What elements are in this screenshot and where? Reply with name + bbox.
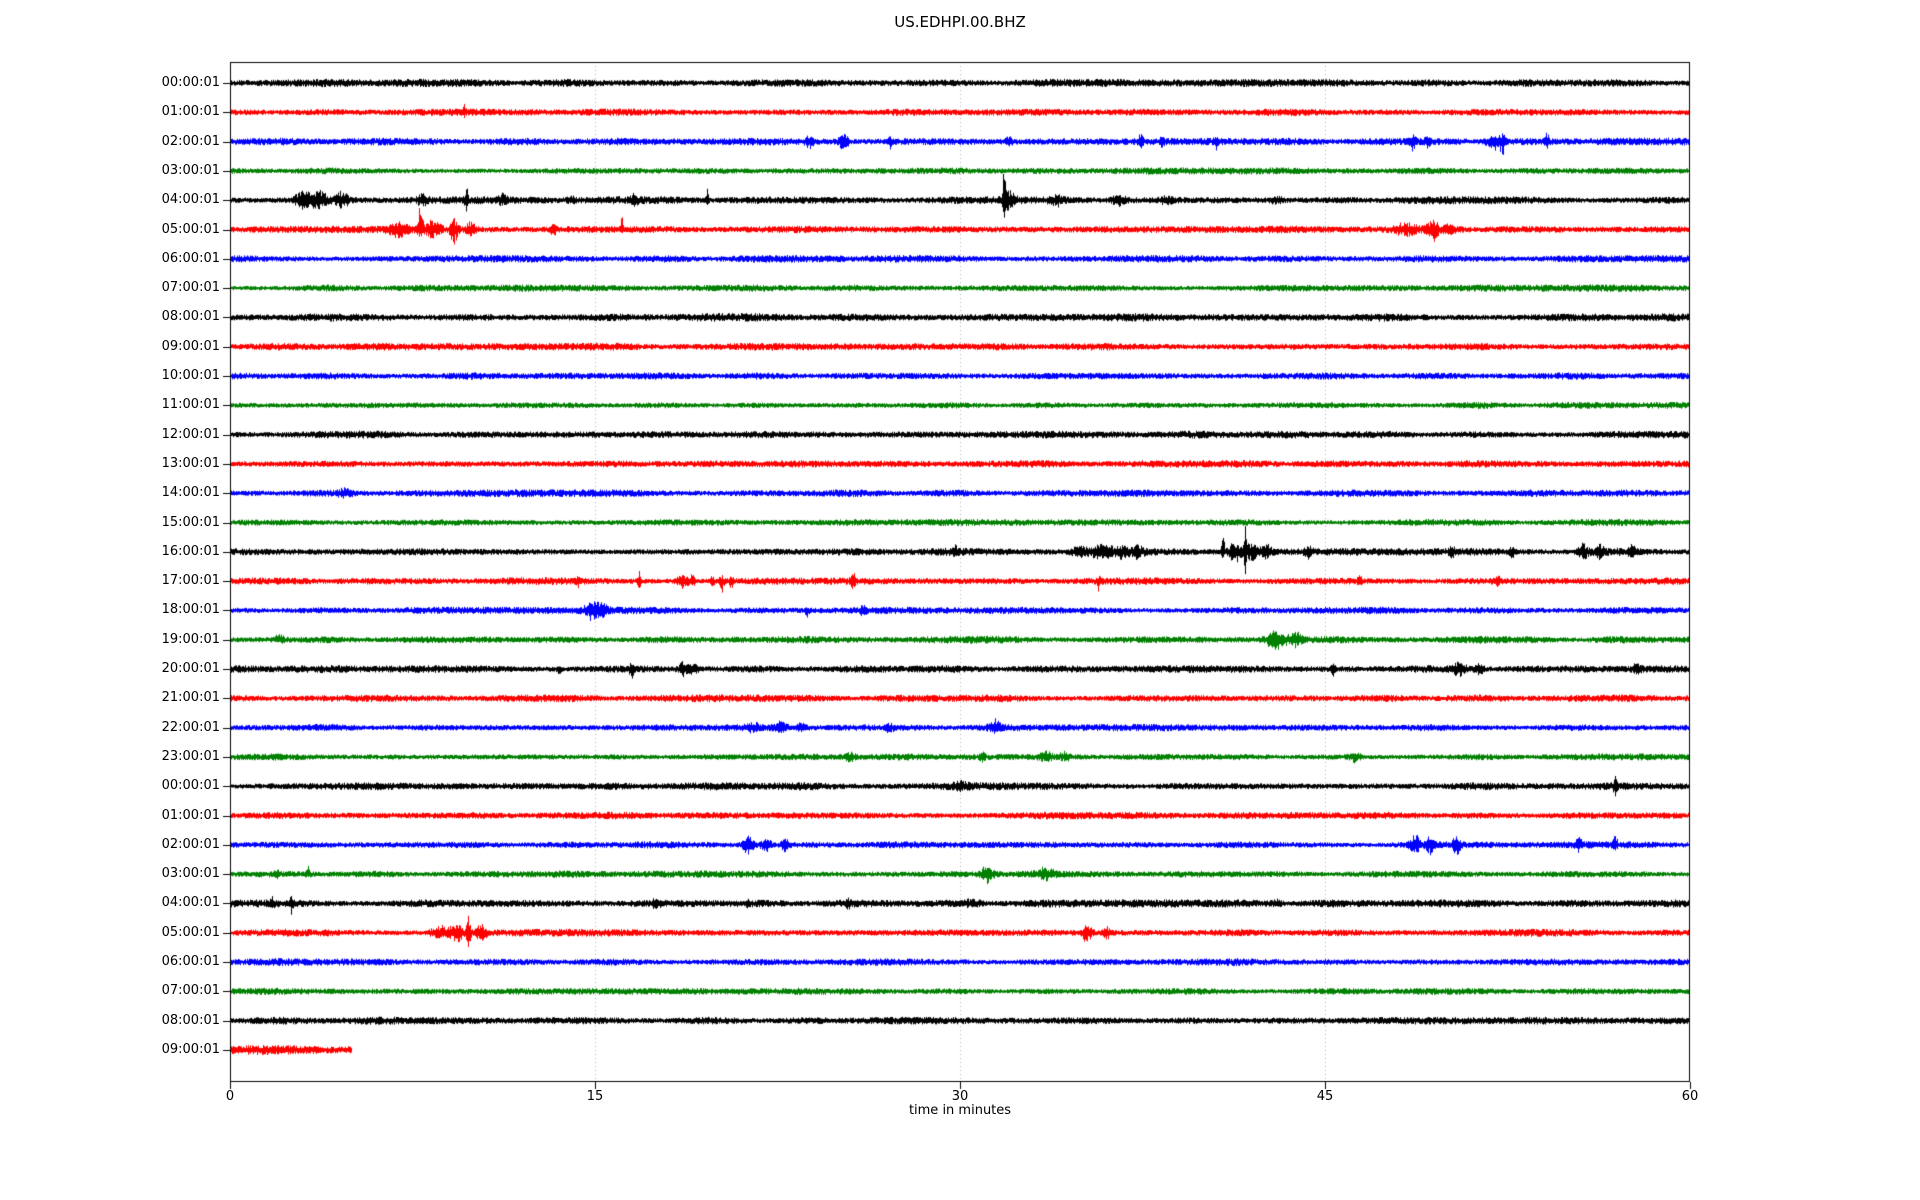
x-tick-label: 30 [951, 1089, 969, 1104]
trace-time-label: 23:00:01 [161, 748, 220, 764]
trace-time-label: 14:00:01 [161, 485, 220, 501]
trace-time-label: 04:00:01 [161, 192, 220, 208]
x-tick-label: 0 [225, 1089, 235, 1104]
trace-time-label: 10:00:01 [161, 368, 220, 384]
trace-time-label: 04:00:01 [161, 895, 220, 911]
x-axis-label: time in minutes [908, 1103, 1012, 1118]
trace-time-label: 05:00:01 [161, 924, 220, 940]
trace-time-label: 03:00:01 [161, 162, 220, 178]
trace-time-label: 00:00:01 [161, 75, 220, 90]
trace-time-label: 06:00:01 [161, 250, 220, 266]
trace-time-label: 13:00:01 [161, 455, 220, 471]
trace-time-label: 09:00:01 [161, 338, 220, 354]
trace-time-label: 06:00:01 [161, 954, 220, 970]
chart-title: US.EDHPI.00.BHZ [894, 13, 1026, 31]
x-tick-label: 45 [1316, 1089, 1334, 1104]
trace-time-label: 05:00:01 [161, 221, 220, 237]
trace-time-label: 01:00:01 [161, 104, 220, 120]
trace-time-label: 12:00:01 [161, 426, 220, 442]
trace-time-label: 11:00:01 [161, 397, 220, 413]
trace-time-label: 00:00:01 [161, 778, 220, 794]
trace-time-label: 03:00:01 [161, 866, 220, 882]
trace-time-label: 19:00:01 [161, 631, 220, 647]
trace-time-label: 22:00:01 [161, 719, 220, 735]
trace-time-label: 15:00:01 [161, 514, 220, 530]
trace-time-label: 07:00:01 [161, 280, 220, 296]
trace-time-label: 21:00:01 [161, 690, 220, 706]
trace-time-label: 17:00:01 [161, 573, 220, 589]
trace-time-label: 20:00:01 [161, 661, 220, 677]
trace-time-label: 18:00:01 [161, 602, 220, 618]
trace-time-label: 02:00:01 [161, 133, 220, 149]
trace-time-label: 07:00:01 [161, 983, 220, 999]
x-tick-label: 60 [1681, 1089, 1699, 1104]
trace-time-label: 02:00:01 [161, 836, 220, 852]
trace-time-label: 09:00:01 [161, 1041, 220, 1057]
trace-time-label: 08:00:01 [161, 1012, 220, 1028]
trace-time-label: 08:00:01 [161, 309, 220, 325]
trace-time-label: 16:00:01 [161, 543, 220, 559]
x-tick-label: 15 [586, 1089, 604, 1104]
trace-time-label: 01:00:01 [161, 807, 220, 823]
